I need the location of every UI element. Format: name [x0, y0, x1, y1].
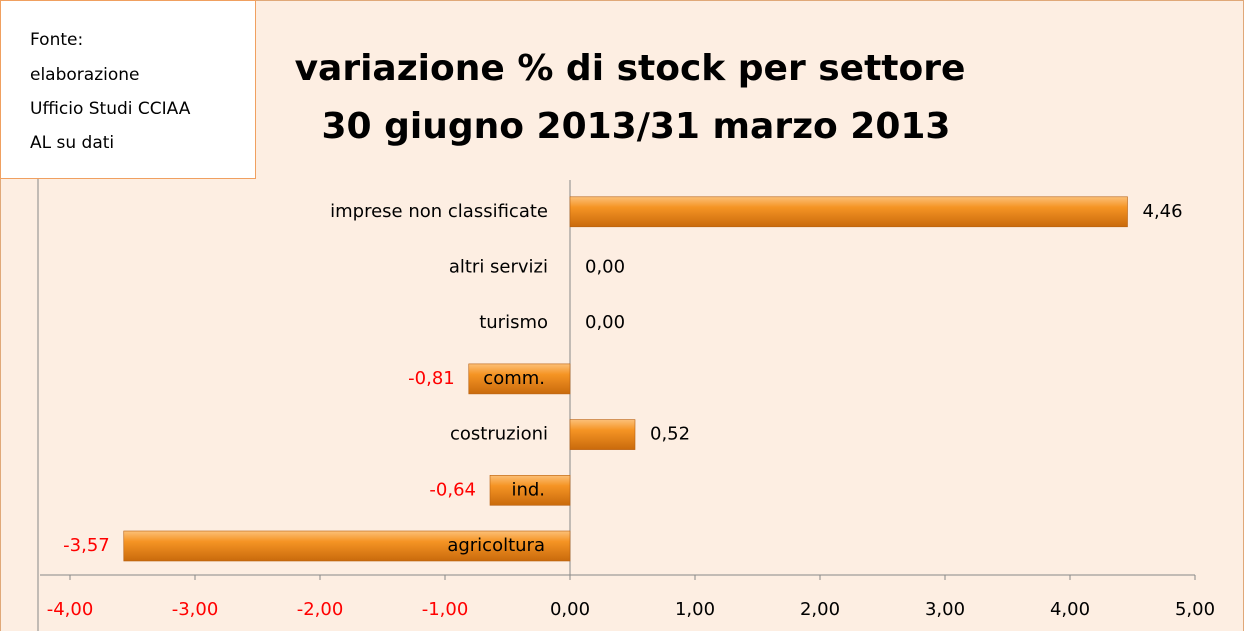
bar — [123, 530, 571, 562]
bar — [468, 363, 571, 395]
category-label: altri servizi — [449, 257, 548, 278]
bar — [569, 196, 1128, 228]
note-box — [0, 0, 256, 179]
category-label: imprese non classificate — [330, 201, 548, 222]
x-tick-label: -4,00 — [47, 599, 94, 620]
data-label: -3,57 — [63, 535, 110, 556]
x-tick-label: 2,00 — [800, 599, 840, 620]
chart-title: variazione % di stock per settore — [295, 48, 966, 89]
data-label: 4,46 — [1143, 201, 1183, 222]
x-tick-label: 1,00 — [675, 599, 715, 620]
category-label: agricoltura — [447, 535, 545, 556]
x-tick-label: 4,00 — [1050, 599, 1090, 620]
category-label: ind. — [511, 479, 545, 500]
note-line: AL su dati — [30, 133, 114, 153]
data-label: -0,64 — [429, 479, 476, 500]
x-tick-label: -1,00 — [422, 599, 469, 620]
data-label: 0,00 — [585, 312, 625, 333]
x-tick-label: 3,00 — [925, 599, 965, 620]
chart-title: 30 giugno 2013/31 marzo 2013 — [322, 106, 951, 147]
x-tick-label: -3,00 — [172, 599, 219, 620]
x-tick-label: -2,00 — [297, 599, 344, 620]
category-label: comm. — [483, 368, 545, 389]
category-label: turismo — [479, 312, 548, 333]
category-label: costruzioni — [450, 424, 548, 445]
data-label: -0,81 — [408, 368, 455, 389]
data-label: 0,00 — [585, 257, 625, 278]
data-label: 0,52 — [650, 424, 690, 445]
x-tick-label: 0,00 — [550, 599, 590, 620]
bar — [489, 474, 571, 506]
note-line: elaborazione — [30, 65, 139, 85]
note-line: Fonte: — [30, 30, 83, 50]
note-line: Ufficio Studi CCIAA — [30, 99, 191, 119]
x-tick-label: 5,00 — [1175, 599, 1215, 620]
bar — [569, 419, 636, 450]
